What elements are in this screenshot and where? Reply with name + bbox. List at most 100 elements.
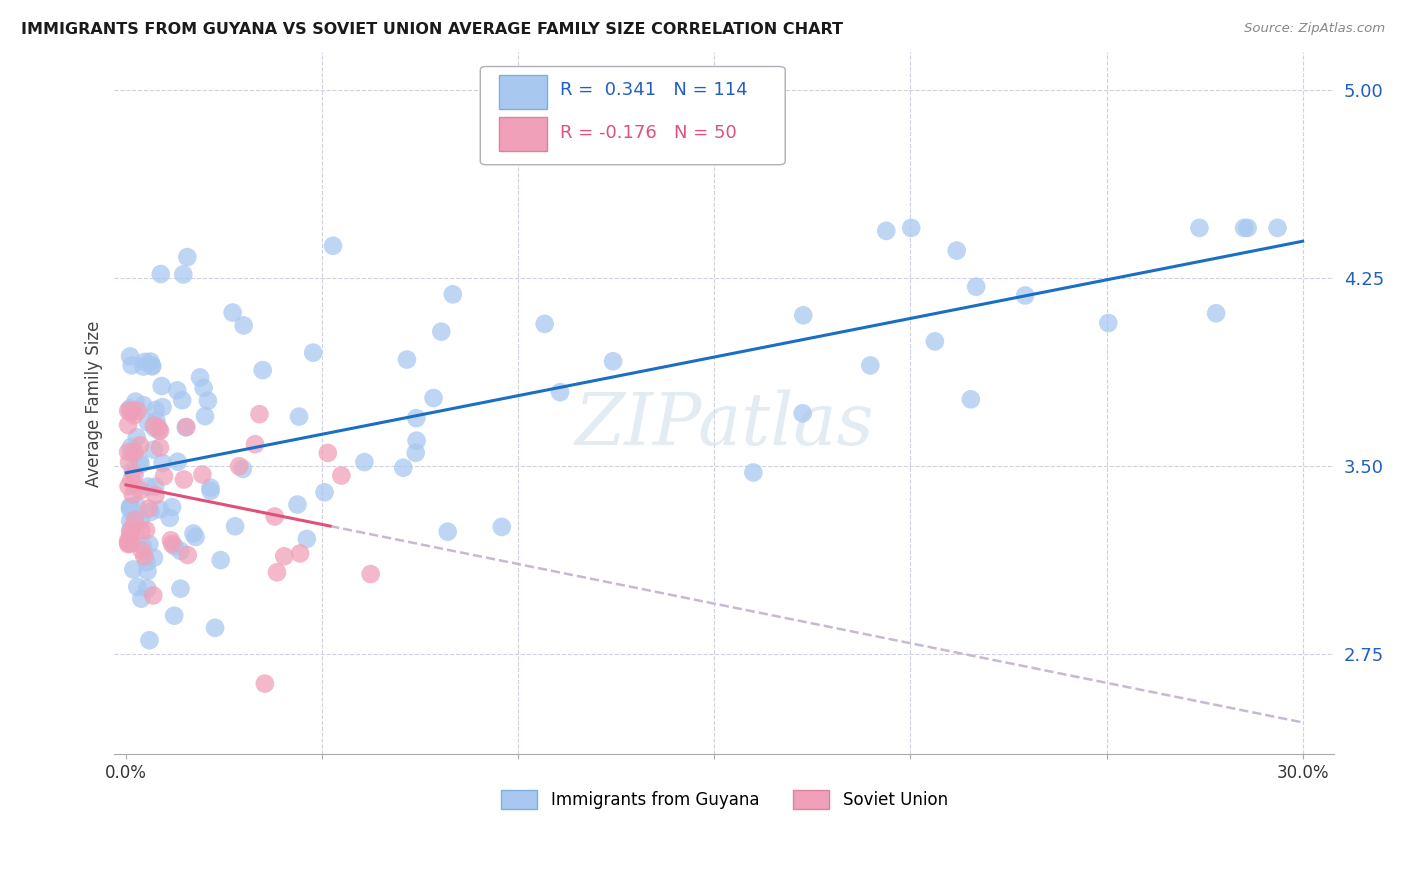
Point	[135, 555, 157, 569]
Point	[120, 502, 142, 516]
Point	[135, 523, 157, 537]
Point	[124, 467, 146, 482]
Point	[166, 455, 188, 469]
Point	[124, 394, 146, 409]
Point	[875, 224, 897, 238]
Point	[266, 566, 288, 580]
Point	[263, 509, 285, 524]
Point	[900, 220, 922, 235]
Point	[1233, 220, 1256, 235]
Point	[152, 400, 174, 414]
Point	[129, 457, 152, 471]
Point	[118, 455, 141, 469]
Point	[1014, 288, 1036, 302]
Point	[131, 543, 153, 558]
Point	[173, 473, 195, 487]
Point	[273, 549, 295, 564]
Point	[243, 437, 266, 451]
Point	[160, 500, 183, 514]
Point	[1188, 220, 1211, 235]
Point	[120, 514, 142, 528]
Point	[184, 530, 207, 544]
Point	[288, 546, 311, 560]
Point	[128, 453, 150, 467]
Point	[127, 404, 149, 418]
Point	[138, 633, 160, 648]
Point	[194, 409, 217, 424]
Point	[139, 354, 162, 368]
Point	[146, 420, 169, 434]
Point	[136, 480, 159, 494]
Point	[1267, 220, 1289, 235]
Point	[295, 532, 318, 546]
Point	[405, 434, 427, 448]
Point	[121, 359, 143, 373]
Point	[125, 499, 148, 513]
Point	[221, 305, 243, 319]
Point	[136, 564, 159, 578]
Point	[117, 445, 139, 459]
Point	[127, 580, 149, 594]
Point	[163, 539, 186, 553]
Point	[120, 473, 142, 487]
Point	[228, 459, 250, 474]
Point	[163, 608, 186, 623]
Point	[441, 287, 464, 301]
Point	[159, 511, 181, 525]
Point	[145, 414, 167, 428]
Point	[121, 522, 143, 536]
Point	[224, 519, 246, 533]
Point	[314, 485, 336, 500]
Point	[742, 466, 765, 480]
Point	[134, 355, 156, 369]
Point	[160, 533, 183, 548]
Point	[959, 392, 981, 407]
Point	[149, 441, 172, 455]
Text: R = -0.176   N = 50: R = -0.176 N = 50	[560, 124, 737, 142]
FancyBboxPatch shape	[499, 75, 547, 109]
Point	[965, 279, 987, 293]
Point	[122, 409, 145, 423]
Point	[122, 562, 145, 576]
Point	[176, 250, 198, 264]
Point	[169, 544, 191, 558]
Text: Source: ZipAtlas.com: Source: ZipAtlas.com	[1244, 22, 1385, 36]
Point	[197, 393, 219, 408]
Point	[139, 505, 162, 519]
Point	[134, 549, 156, 564]
Point	[120, 401, 142, 416]
Point	[436, 524, 458, 539]
Point	[176, 420, 198, 434]
Point	[129, 483, 152, 498]
Point	[121, 488, 143, 502]
Point	[145, 488, 167, 502]
Point	[183, 526, 205, 541]
Point	[141, 359, 163, 373]
Point	[138, 501, 160, 516]
Legend: Immigrants from Guyana, Soviet Union: Immigrants from Guyana, Soviet Union	[494, 783, 955, 816]
Point	[162, 537, 184, 551]
Point	[120, 536, 142, 550]
Point	[200, 483, 222, 498]
Text: R =  0.341   N = 114: R = 0.341 N = 114	[560, 80, 747, 99]
Point	[177, 548, 200, 562]
Point	[129, 524, 152, 538]
Point	[924, 334, 946, 349]
Point	[132, 398, 155, 412]
Point	[143, 480, 166, 494]
Point	[172, 393, 194, 408]
Point	[120, 404, 142, 418]
Point	[316, 446, 339, 460]
Point	[143, 550, 166, 565]
Point	[121, 404, 143, 418]
Point	[1236, 220, 1258, 235]
Point	[200, 481, 222, 495]
Point	[121, 535, 143, 549]
Point	[120, 350, 142, 364]
Text: IMMIGRANTS FROM GUYANA VS SOVIET UNION AVERAGE FAMILY SIZE CORRELATION CHART: IMMIGRANTS FROM GUYANA VS SOVIET UNION A…	[21, 22, 844, 37]
Point	[945, 244, 967, 258]
Point	[353, 455, 375, 469]
Point	[142, 418, 165, 433]
Point	[138, 537, 160, 551]
Point	[117, 537, 139, 551]
